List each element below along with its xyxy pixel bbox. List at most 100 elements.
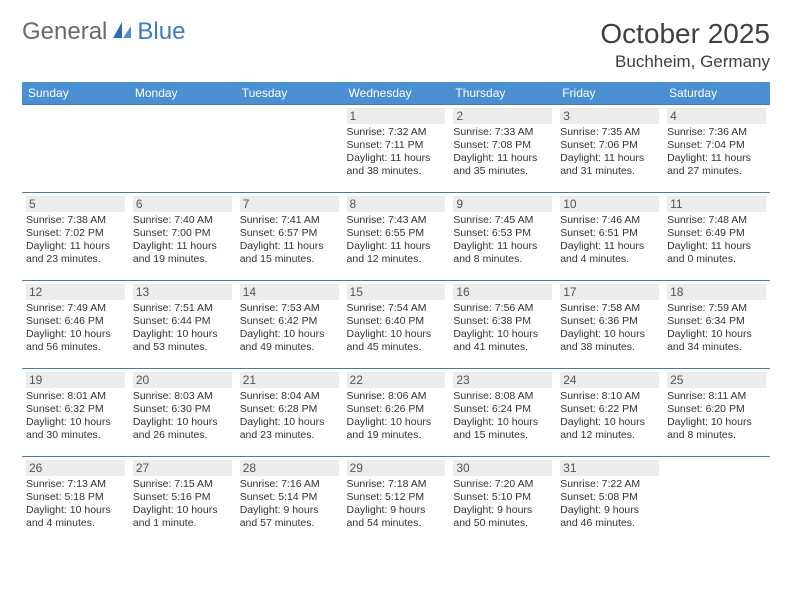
sunrise-text: Sunrise: 7:38 AM [26,214,125,227]
calendar-day-cell: 5 Sunrise: 7:38 AMSunset: 7:02 PMDaylight… [22,193,129,281]
day-details: Sunrise: 7:43 AMSunset: 6:55 PMDaylight:… [347,214,446,267]
calendar-day-cell: 24Sunrise: 8:10 AMSunset: 6:22 PMDayligh… [556,369,663,457]
sunset-text: Sunset: 6:28 PM [240,403,339,416]
day-details: Sunrise: 7:58 AMSunset: 6:36 PMDaylight:… [560,302,659,355]
calendar-day-cell: 27Sunrise: 7:15 AMSunset: 5:16 PMDayligh… [129,457,236,545]
sunrise-text: Sunrise: 8:06 AM [347,390,446,403]
day-number: 5 [26,196,125,212]
daylight-text: Daylight: 10 hours and 49 minutes. [240,328,339,354]
sunrise-text: Sunrise: 8:11 AM [667,390,766,403]
day-number: 9 [453,196,552,212]
daylight-text: Daylight: 10 hours and 56 minutes. [26,328,125,354]
title-block: October 2025 Buchheim, Germany [600,18,770,72]
sunrise-text: Sunrise: 7:16 AM [240,478,339,491]
day-number: 29 [347,460,446,476]
calendar-day-cell: 17Sunrise: 7:58 AMSunset: 6:36 PMDayligh… [556,281,663,369]
sunrise-text: Sunrise: 7:22 AM [560,478,659,491]
day-number: 13 [133,284,232,300]
calendar-day-cell: 9Sunrise: 7:45 AMSunset: 6:53 PMDaylight… [449,193,556,281]
daylight-text: Daylight: 10 hours and 1 minute. [133,504,232,530]
day-number: 27 [133,460,232,476]
sunrise-text: Sunrise: 7:35 AM [560,126,659,139]
sunrise-text: Sunrise: 8:03 AM [133,390,232,403]
day-details: Sunrise: 7:48 AMSunset: 6:49 PMDaylight:… [667,214,766,267]
day-number: 26 [26,460,125,476]
calendar-day-cell: 1Sunrise: 7:32 AMSunset: 7:11 PMDaylight… [343,105,450,193]
daylight-text: Daylight: 10 hours and 30 minutes. [26,416,125,442]
day-details: Sunrise: 7:33 AMSunset: 7:08 PMDaylight:… [453,126,552,179]
weekday-header: Saturday [663,82,770,105]
sunset-text: Sunset: 6:42 PM [240,315,339,328]
calendar-week-row: 12Sunrise: 7:49 AMSunset: 6:46 PMDayligh… [22,281,770,369]
sunset-text: Sunset: 6:53 PM [453,227,552,240]
day-number: 6 [133,196,232,212]
daylight-text: Daylight: 10 hours and 15 minutes. [453,416,552,442]
day-number: 18 [667,284,766,300]
calendar-week-row: 26Sunrise: 7:13 AMSunset: 5:18 PMDayligh… [22,457,770,545]
daylight-text: Daylight: 11 hours and 12 minutes. [347,240,446,266]
sunset-text: Sunset: 6:55 PM [347,227,446,240]
sunset-text: Sunset: 6:49 PM [667,227,766,240]
day-details: Sunrise: 7:38 AMSunset: 7:02 PMDaylight:… [26,214,125,267]
sunset-text: Sunset: 6:26 PM [347,403,446,416]
calendar-day-cell [236,105,343,193]
day-details: Sunrise: 7:41 AMSunset: 6:57 PMDaylight:… [240,214,339,267]
sunset-text: Sunset: 6:32 PM [26,403,125,416]
sunrise-text: Sunrise: 7:48 AM [667,214,766,227]
sunrise-text: Sunrise: 7:49 AM [26,302,125,315]
sunset-text: Sunset: 6:51 PM [560,227,659,240]
daylight-text: Daylight: 9 hours and 57 minutes. [240,504,339,530]
logo-sail-icon [111,20,133,45]
calendar-day-cell: 25 Sunrise: 8:11 AMSunset: 6:20 PMDayligh… [663,369,770,457]
day-details: Sunrise: 7:36 AMSunset: 7:04 PMDaylight:… [667,126,766,179]
sunrise-text: Sunrise: 8:04 AM [240,390,339,403]
calendar-day-cell: 31Sunrise: 7:22 AMSunset: 5:08 PMDayligh… [556,457,663,545]
sunset-text: Sunset: 6:44 PM [133,315,232,328]
daylight-text: Daylight: 10 hours and 41 minutes. [453,328,552,354]
calendar-day-cell: 2Sunrise: 7:33 AMSunset: 7:08 PMDaylight… [449,105,556,193]
page-title: October 2025 [600,18,770,50]
day-details: Sunrise: 8:11 AMSunset: 6:20 PMDaylight:… [667,390,766,443]
day-number: 25 [667,372,766,388]
sunrise-text: Sunrise: 8:01 AM [26,390,125,403]
sunrise-text: Sunrise: 8:08 AM [453,390,552,403]
day-details: Sunrise: 7:53 AMSunset: 6:42 PMDaylight:… [240,302,339,355]
daylight-text: Daylight: 9 hours and 50 minutes. [453,504,552,530]
day-details: Sunrise: 8:06 AMSunset: 6:26 PMDaylight:… [347,390,446,443]
day-details: Sunrise: 8:10 AMSunset: 6:22 PMDaylight:… [560,390,659,443]
day-number: 31 [560,460,659,476]
weekday-header: Sunday [22,82,129,105]
daylight-text: Daylight: 11 hours and 19 minutes. [133,240,232,266]
sunset-text: Sunset: 6:36 PM [560,315,659,328]
calendar-day-cell: 19 Sunrise: 8:01 AMSunset: 6:32 PMDayligh… [22,369,129,457]
sunrise-text: Sunrise: 7:54 AM [347,302,446,315]
sunrise-text: Sunrise: 7:46 AM [560,214,659,227]
weekday-header-row: Sunday Monday Tuesday Wednesday Thursday… [22,82,770,105]
daylight-text: Daylight: 9 hours and 46 minutes. [560,504,659,530]
sunset-text: Sunset: 6:22 PM [560,403,659,416]
day-details: Sunrise: 7:16 AMSunset: 5:14 PMDaylight:… [240,478,339,531]
weekday-header: Wednesday [343,82,450,105]
sunrise-text: Sunrise: 7:32 AM [347,126,446,139]
sunset-text: Sunset: 5:16 PM [133,491,232,504]
calendar-week-row: 19Sunrise: 8:01 AMSunset: 6:32 PMDayligh… [22,369,770,457]
sunrise-text: Sunrise: 8:10 AM [560,390,659,403]
calendar-day-cell [663,457,770,545]
calendar-week-row: 5 Sunrise: 7:38 AMSunset: 7:02 PMDaylight… [22,193,770,281]
weekday-header: Monday [129,82,236,105]
day-number: 10 [560,196,659,212]
day-number: 4 [667,108,766,124]
day-details: Sunrise: 7:54 AMSunset: 6:40 PMDaylight:… [347,302,446,355]
sunset-text: Sunset: 5:14 PM [240,491,339,504]
sunrise-text: Sunrise: 7:53 AM [240,302,339,315]
calendar-day-cell: 28Sunrise: 7:16 AMSunset: 5:14 PMDayligh… [236,457,343,545]
calendar-day-cell: 15Sunrise: 7:54 AMSunset: 6:40 PMDayligh… [343,281,450,369]
calendar-day-cell: 20Sunrise: 8:03 AMSunset: 6:30 PMDayligh… [129,369,236,457]
day-number: 19 [26,372,125,388]
calendar-day-cell: 30Sunrise: 7:20 AMSunset: 5:10 PMDayligh… [449,457,556,545]
calendar-day-cell: 29Sunrise: 7:18 AMSunset: 5:12 PMDayligh… [343,457,450,545]
daylight-text: Daylight: 11 hours and 8 minutes. [453,240,552,266]
daylight-text: Daylight: 11 hours and 4 minutes. [560,240,659,266]
sunrise-text: Sunrise: 7:18 AM [347,478,446,491]
weekday-header: Thursday [449,82,556,105]
